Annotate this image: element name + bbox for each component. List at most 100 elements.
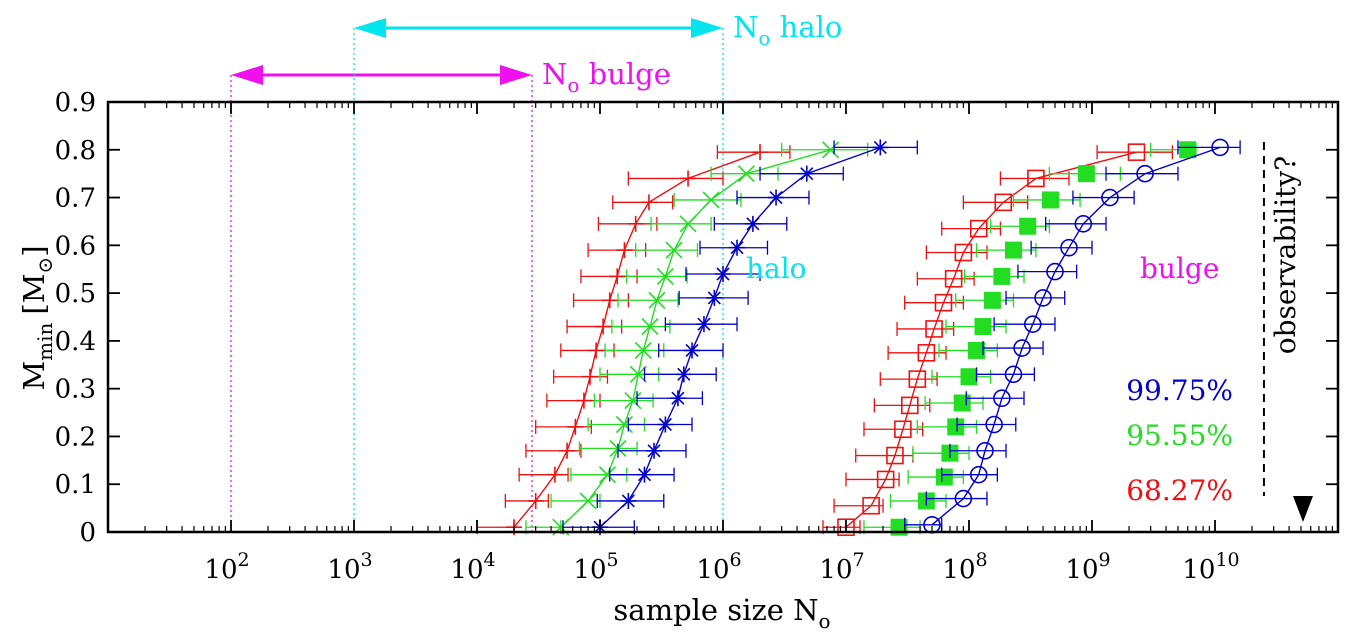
data-point [960,368,978,386]
sample-size-ranges: No halo No bulge [231,10,842,97]
x-tick-label: 109 [1065,549,1110,585]
observability-label: observability? [1269,156,1302,355]
data-point [679,215,697,233]
confidence-label-99-75: 99.75% [1126,374,1233,407]
data-point [680,170,697,187]
data-point [752,144,769,161]
axis-ticks: 0 0.1 0.2 0.3 0.4 0.5 0.6 0.7 0.8 0.9 102 103 104 105… [55,88,1339,585]
data-point [798,165,815,182]
data-point [665,241,683,259]
y-axis-title-unit: [M [17,274,51,315]
data-point [1136,164,1154,183]
data-point [837,518,855,537]
data-point [1034,289,1052,307]
x-axis-title-subscript: o [819,609,831,633]
data-point [624,392,642,410]
data-point [876,470,895,489]
data-series [476,138,1241,537]
data-point [627,215,644,232]
data-point [657,416,674,433]
data-point [983,291,1001,309]
range-label-halo: No halo [733,10,842,50]
x-tick-label: 106 [696,549,741,585]
data-point [947,418,965,436]
x-tick-label: 105 [573,549,618,585]
data-point [944,269,963,288]
y-tick-label: 0.5 [55,279,96,309]
data-point [1046,262,1064,281]
data-point [994,193,1013,212]
series-curve [931,146,1221,526]
data-point [641,317,659,336]
data-point [862,496,880,515]
data-point [1004,365,1023,384]
arrow-down-icon [1293,496,1313,522]
observability-marker: observability? [1262,142,1313,522]
y-tick-label: 0.6 [55,231,96,261]
x-tick-label: 104 [450,549,495,585]
y-tick-label: 0.3 [55,375,96,405]
data-point [925,320,943,338]
data-point [974,318,992,336]
data-point [615,415,634,434]
data-point [601,292,618,309]
data-point [1074,215,1093,233]
data-point [620,492,637,509]
data-point [1023,315,1042,333]
y-axis-title-unit-subscript: ⊙ [33,257,57,274]
data-point [1179,141,1197,159]
data-point [646,442,663,459]
data-point [595,318,612,335]
data-point [582,368,599,385]
x-axis-title-text: sample size N [613,593,818,627]
data-point [953,394,971,412]
arrow-right-icon [691,18,723,38]
data-point [579,492,597,510]
data-point [1042,191,1060,209]
data-point [609,268,626,285]
data-point [1060,238,1078,257]
arrow-right-icon [500,65,533,85]
y-axis-title-text: M [17,361,51,391]
arrow-left-icon [231,65,263,85]
data-point [822,141,840,159]
data-point [969,219,988,238]
data-point [1127,143,1146,161]
data-point [886,446,904,465]
data-point [967,341,985,359]
series-bulge-9555 [863,141,1197,536]
data-point [567,418,584,435]
data-point [575,392,592,409]
data-point [737,165,755,183]
y-axis-title-unit-close: ] [17,245,51,256]
data-point [900,396,919,415]
data-point [598,466,617,484]
data-point [1077,165,1095,183]
series-curve [599,146,881,528]
data-point [715,266,731,282]
data-point [669,390,686,407]
confidence-label-68-27: 68.27% [1126,474,1233,507]
data-point [894,420,912,439]
series-halo-9975 [562,139,918,536]
data-point [588,342,605,359]
data-point [634,341,652,360]
data-point [616,242,633,259]
y-tick-label: 0.1 [55,470,96,500]
svg-text:sample size No: sample size No [613,593,830,633]
y-tick-label: 0.9 [55,88,96,118]
y-tick-label: 0.7 [55,184,96,214]
data-point [695,316,712,333]
series-halo-6827 [476,144,791,536]
y-axis-title: Mmin [M⊙] [17,245,57,390]
series-bulge-9975 [904,138,1241,534]
series-label-bulge: bulge [1140,252,1219,285]
data-point [985,415,1003,434]
data-point [706,289,723,306]
data-point [1019,217,1037,235]
data-point [1211,138,1229,157]
series-curve [560,149,831,528]
arrow-left-icon [354,18,386,38]
range-label-bulge: No bulge [542,57,671,97]
